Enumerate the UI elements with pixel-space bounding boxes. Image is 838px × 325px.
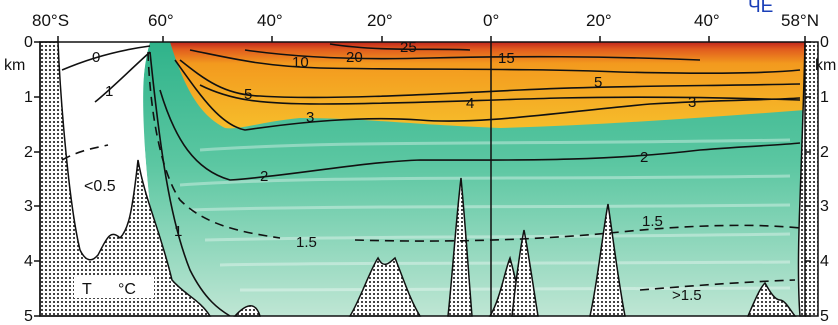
section-frame (39, 41, 806, 317)
contour-label: 4 (466, 95, 474, 112)
depth-ticks (34, 41, 811, 317)
contour-label: <0.5 (84, 178, 116, 195)
contour-label: 1.5 (296, 234, 317, 251)
lat-label: 0° (483, 11, 499, 30)
depth-label: 4 (820, 253, 829, 270)
depth-label: 1 (24, 89, 33, 106)
isotherm-1.5 (354, 224, 801, 242)
depth-label: 2 (24, 144, 33, 161)
isotherm-1.5-south (147, 51, 281, 239)
contour-label: 3 (688, 94, 696, 111)
isotherm-20 (244, 49, 701, 61)
contour-label: 10 (292, 54, 309, 71)
depth-label: 5 (820, 308, 829, 325)
lat-label: 60° (148, 11, 174, 30)
lat-label: 40° (257, 11, 283, 30)
contour-label: 2 (640, 149, 648, 166)
contour-label: 5 (594, 74, 602, 91)
contour-label: 20 (346, 49, 363, 66)
lat-ticks (57, 36, 806, 42)
contour-label: >1.5 (672, 287, 702, 304)
isotherm-1.5-north (639, 279, 796, 291)
isotherm-10 (189, 49, 801, 75)
isotherm-0 (61, 45, 151, 71)
depth-axis-left: 0 km 1 2 3 4 5 (4, 34, 33, 325)
corner-text: ЧЕ (748, 0, 773, 17)
lat-label: 80°S (32, 11, 69, 30)
contour-label: 2 (260, 168, 268, 185)
lat-label: 20° (586, 11, 612, 30)
isotherms (61, 43, 801, 317)
lat-label: 20° (367, 11, 393, 30)
contour-label: 0 (92, 49, 100, 66)
depth-label: 1 (820, 89, 829, 106)
contour-label: 1 (105, 83, 113, 100)
depth-label: 0 (820, 34, 829, 51)
isotherm-2 (159, 89, 801, 181)
contour-labels: 0 1 25 20 10 15 5 5 4 3 3 2 2 1 1.5 1.5 … (84, 39, 702, 304)
latitude-axis: 80°S 60° 40° 20° 0° 20° 40° 58°N (32, 11, 819, 30)
legend-unit: °C (118, 281, 136, 298)
seafloor-topography (39, 41, 819, 317)
isotherm-3 (174, 59, 801, 131)
depth-label: 2 (820, 144, 829, 161)
isotherm-5 (179, 59, 801, 99)
contour-label: 1.5 (642, 213, 663, 230)
contour-label: 5 (244, 86, 252, 103)
depth-label: 3 (24, 198, 33, 215)
depth-label: 3 (820, 198, 829, 215)
contour-label: 15 (498, 50, 515, 67)
lat-label: 58°N (781, 11, 819, 30)
depth-label: 0 (24, 34, 33, 51)
depth-label: 4 (24, 253, 33, 270)
contour-label: 1 (174, 223, 182, 240)
isotherm-25 (329, 43, 471, 51)
temperature-legend: T °C (74, 276, 154, 298)
lat-label: 40° (694, 11, 720, 30)
isotherm-4 (199, 84, 801, 105)
contour-label: 3 (306, 109, 314, 126)
warm-water-region (170, 42, 805, 129)
legend-symbol: T (82, 281, 92, 298)
depth-label: 5 (24, 308, 33, 325)
isotherm-0.5 (61, 144, 109, 161)
depth-axis-right: 0 km 1 2 3 4 5 (815, 34, 836, 325)
depth-unit: km (4, 57, 25, 74)
depth-unit: km (815, 57, 836, 74)
isotherm-1 (94, 51, 231, 317)
contour-label: 25 (400, 39, 417, 56)
